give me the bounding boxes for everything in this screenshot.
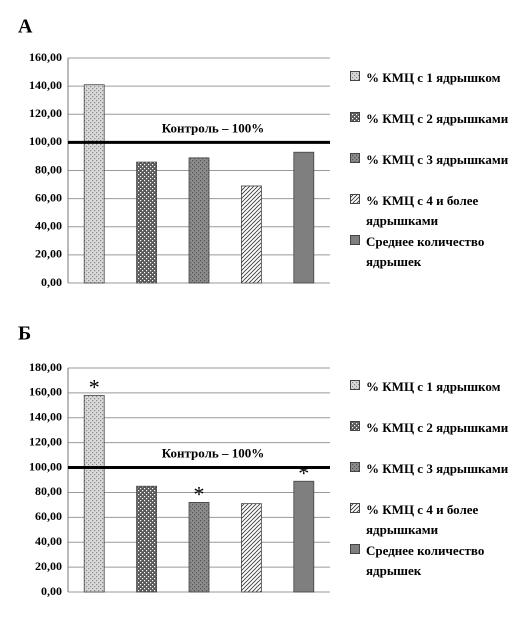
- bar: [136, 161, 158, 284]
- bar: [188, 501, 210, 593]
- legend-swatch-fill: [350, 71, 360, 81]
- legend-swatch-fill: [350, 112, 360, 122]
- y-tick-label: 40,00: [35, 534, 62, 548]
- y-tick-label: 0,00: [41, 275, 62, 289]
- reference-label: Контроль – 100%: [162, 120, 265, 135]
- legend-swatch-fill: [350, 235, 360, 245]
- legend-swatch-fill: [350, 421, 360, 431]
- bar: [136, 485, 158, 593]
- y-tick-label: 140,00: [29, 78, 62, 92]
- legend-swatch: [350, 194, 360, 204]
- significance-mark: *: [298, 460, 309, 485]
- legend-label: Среднее количество ядрышек: [366, 234, 485, 269]
- legend-label: % КМЦ с 2 ядрышками: [366, 111, 509, 126]
- reference-label: Контроль – 100%: [162, 446, 265, 461]
- legend-entry: % КМЦ с 4 и более ядрышками: [350, 191, 510, 231]
- legend-swatch: [350, 112, 360, 122]
- legend-entry: % КМЦ с 2 ядрышками: [350, 109, 510, 149]
- y-tick-label: 60,00: [35, 509, 62, 523]
- y-tick-label: 180,00: [29, 360, 62, 374]
- legend-swatch-fill: [350, 503, 360, 513]
- legend-swatch-fill: [350, 380, 360, 390]
- legend-label: % КМЦ с 3 ядрышками: [366, 461, 509, 476]
- y-tick-label: 40,00: [35, 219, 62, 233]
- legend-swatch: [350, 153, 360, 163]
- legend-entry: % КМЦ с 4 и более ядрышками: [350, 500, 510, 540]
- y-tick-label: 20,00: [35, 559, 62, 573]
- legend-swatch-fill: [350, 462, 360, 472]
- y-tick-label: 120,00: [29, 434, 62, 448]
- legend-label: % КМЦ с 2 ядрышками: [366, 420, 509, 435]
- y-tick-label: 60,00: [35, 190, 62, 204]
- legend-swatch-fill: [350, 544, 360, 554]
- y-tick-label: 160,00: [29, 385, 62, 399]
- bar: [188, 157, 210, 284]
- legend-swatch: [350, 421, 360, 431]
- legend-label: Среднее количество ядрышек: [366, 543, 485, 578]
- y-tick-label: 140,00: [29, 410, 62, 424]
- y-tick-label: 20,00: [35, 247, 62, 261]
- y-tick-label: 100,00: [29, 134, 62, 148]
- legend-swatch-fill: [350, 194, 360, 204]
- bar: [240, 503, 262, 593]
- y-tick-label: 160,00: [29, 50, 62, 64]
- legend-label: % КМЦ с 4 и более ядрышками: [366, 193, 479, 228]
- panel-label: А: [18, 16, 33, 38]
- panel-label: Б: [18, 323, 31, 345]
- y-tick-label: 100,00: [29, 459, 62, 473]
- legend-entry: % КМЦ с 3 ядрышками: [350, 459, 510, 499]
- legend-swatch: [350, 380, 360, 390]
- significance-mark: *: [89, 374, 100, 399]
- legend-entry: Среднее количество ядрышек: [350, 232, 510, 272]
- legend-label: % КМЦ с 1 ядрышком: [366, 379, 501, 394]
- y-tick-label: 0,00: [41, 584, 62, 598]
- legend-entry: % КМЦ с 1 ядрышком: [350, 68, 510, 108]
- y-tick-label: 80,00: [35, 484, 62, 498]
- legend-entry: % КМЦ с 3 ядрышками: [350, 150, 510, 190]
- bar: [293, 151, 315, 284]
- legend-entry: % КМЦ с 1 ядрышком: [350, 377, 510, 417]
- legend-label: % КМЦ с 4 и более ядрышками: [366, 502, 479, 537]
- legend-swatch: [350, 235, 360, 245]
- bar: [240, 185, 262, 284]
- legend-entry: Среднее количество ядрышек: [350, 541, 510, 581]
- bar: [293, 480, 315, 593]
- bar: [83, 394, 105, 593]
- y-tick-label: 120,00: [29, 106, 62, 120]
- legend-label: % КМЦ с 1 ядрышком: [366, 70, 501, 85]
- legend-label: % КМЦ с 3 ядрышками: [366, 152, 509, 167]
- legend-swatch: [350, 503, 360, 513]
- legend-swatch: [350, 462, 360, 472]
- legend-swatch: [350, 71, 360, 81]
- y-tick-label: 80,00: [35, 162, 62, 176]
- legend-swatch-fill: [350, 153, 360, 163]
- significance-mark: *: [194, 481, 205, 506]
- bar: [83, 84, 105, 284]
- legend-swatch: [350, 544, 360, 554]
- legend-entry: % КМЦ с 2 ядрышками: [350, 418, 510, 458]
